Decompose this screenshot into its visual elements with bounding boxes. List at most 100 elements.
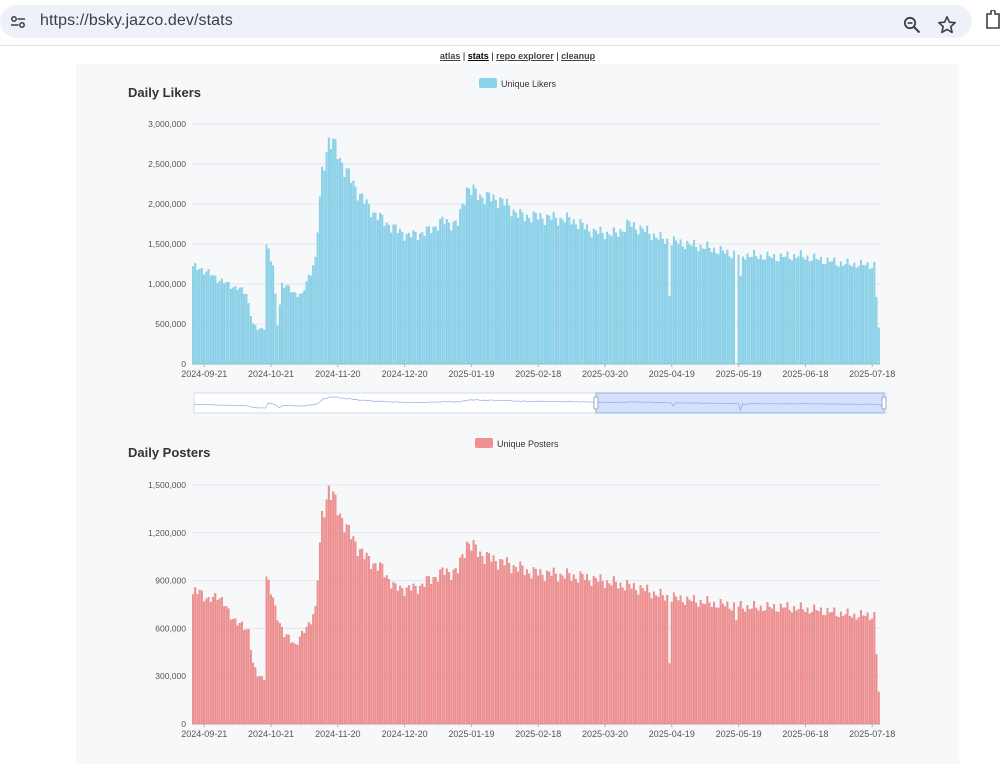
bar[interactable] [599, 574, 602, 725]
legend-label[interactable]: Unique Likers [501, 79, 557, 89]
bar[interactable] [548, 215, 551, 365]
bar[interactable] [416, 593, 419, 725]
bar[interactable] [735, 620, 738, 725]
bar[interactable] [519, 209, 522, 365]
bar[interactable] [675, 596, 678, 725]
bar[interactable] [764, 610, 767, 725]
bar[interactable] [848, 615, 851, 725]
bar[interactable] [579, 219, 582, 365]
bar[interactable] [499, 559, 502, 725]
bar[interactable] [269, 594, 272, 725]
bar[interactable] [806, 607, 809, 725]
bar[interactable] [521, 212, 524, 365]
bar[interactable] [577, 582, 580, 725]
bar[interactable] [635, 229, 638, 365]
bar[interactable] [216, 282, 219, 365]
bar[interactable] [456, 573, 459, 725]
bar[interactable] [234, 618, 237, 725]
bar[interactable] [719, 599, 722, 725]
bar[interactable] [423, 236, 426, 365]
bar[interactable] [517, 217, 520, 365]
bar[interactable] [713, 247, 715, 365]
bar[interactable] [873, 262, 876, 365]
bar[interactable] [811, 260, 813, 365]
bar[interactable] [762, 611, 764, 725]
bar[interactable] [750, 608, 753, 725]
bar[interactable] [505, 557, 508, 725]
bar[interactable] [762, 259, 764, 365]
bar[interactable] [519, 561, 522, 725]
bar[interactable] [430, 233, 433, 365]
bar[interactable] [454, 220, 457, 365]
bar[interactable] [470, 195, 473, 365]
bar[interactable] [697, 606, 700, 725]
bar[interactable] [753, 250, 756, 365]
bar[interactable] [839, 261, 842, 365]
bar[interactable] [220, 596, 223, 725]
bar[interactable] [281, 282, 284, 365]
bar[interactable] [692, 239, 695, 365]
bar[interactable] [646, 584, 649, 725]
bar[interactable] [503, 205, 506, 365]
bar[interactable] [367, 204, 370, 365]
bar[interactable] [485, 552, 488, 725]
bar[interactable] [390, 588, 393, 725]
bar[interactable] [345, 168, 348, 365]
bar[interactable] [588, 231, 591, 365]
bar[interactable] [454, 567, 457, 725]
bar[interactable] [312, 614, 315, 725]
bar[interactable] [361, 193, 364, 365]
bar[interactable] [350, 183, 353, 365]
extensions-icon[interactable] [985, 10, 1000, 30]
bar[interactable] [846, 258, 849, 365]
bar[interactable] [811, 612, 813, 725]
bar[interactable] [445, 218, 448, 365]
bar[interactable] [554, 217, 557, 365]
bar[interactable] [877, 691, 880, 725]
bar[interactable] [579, 571, 582, 725]
bar[interactable] [570, 580, 573, 725]
bar[interactable] [381, 214, 384, 365]
bar[interactable] [265, 244, 268, 365]
bar[interactable] [381, 563, 384, 725]
bar[interactable] [681, 602, 684, 725]
bar[interactable] [721, 250, 724, 365]
bar[interactable] [445, 568, 448, 725]
bar[interactable] [412, 583, 415, 725]
bar[interactable] [236, 625, 239, 725]
bar[interactable] [677, 600, 680, 725]
bar[interactable] [354, 186, 357, 365]
bar[interactable] [225, 282, 228, 365]
bar[interactable] [603, 239, 606, 365]
bar[interactable] [356, 556, 359, 725]
address-bar[interactable]: https://bsky.jazco.dev/stats [0, 5, 972, 38]
bar[interactable] [639, 584, 642, 725]
bar[interactable] [828, 261, 831, 365]
bar[interactable] [615, 232, 617, 365]
bar[interactable] [561, 219, 564, 365]
bar[interactable] [247, 629, 250, 725]
bar[interactable] [708, 602, 711, 725]
bar[interactable] [456, 226, 459, 365]
bar[interactable] [352, 536, 355, 725]
bar[interactable] [414, 585, 417, 725]
bar[interactable] [648, 592, 651, 725]
bar[interactable] [301, 292, 304, 365]
bar[interactable] [265, 576, 268, 725]
bar[interactable] [276, 620, 279, 725]
bar[interactable] [303, 290, 306, 365]
bar[interactable] [659, 232, 662, 365]
bar[interactable] [245, 293, 248, 365]
bar[interactable] [494, 199, 497, 365]
bar[interactable] [657, 596, 660, 725]
bar[interactable] [857, 617, 860, 725]
bar[interactable] [216, 599, 219, 725]
bar[interactable] [209, 275, 212, 365]
bar[interactable] [717, 253, 720, 365]
bar[interactable] [267, 579, 270, 725]
bar[interactable] [837, 266, 840, 365]
bar[interactable] [737, 254, 740, 365]
bar[interactable] [436, 230, 439, 365]
bar[interactable] [334, 139, 337, 365]
bar[interactable] [650, 240, 653, 365]
